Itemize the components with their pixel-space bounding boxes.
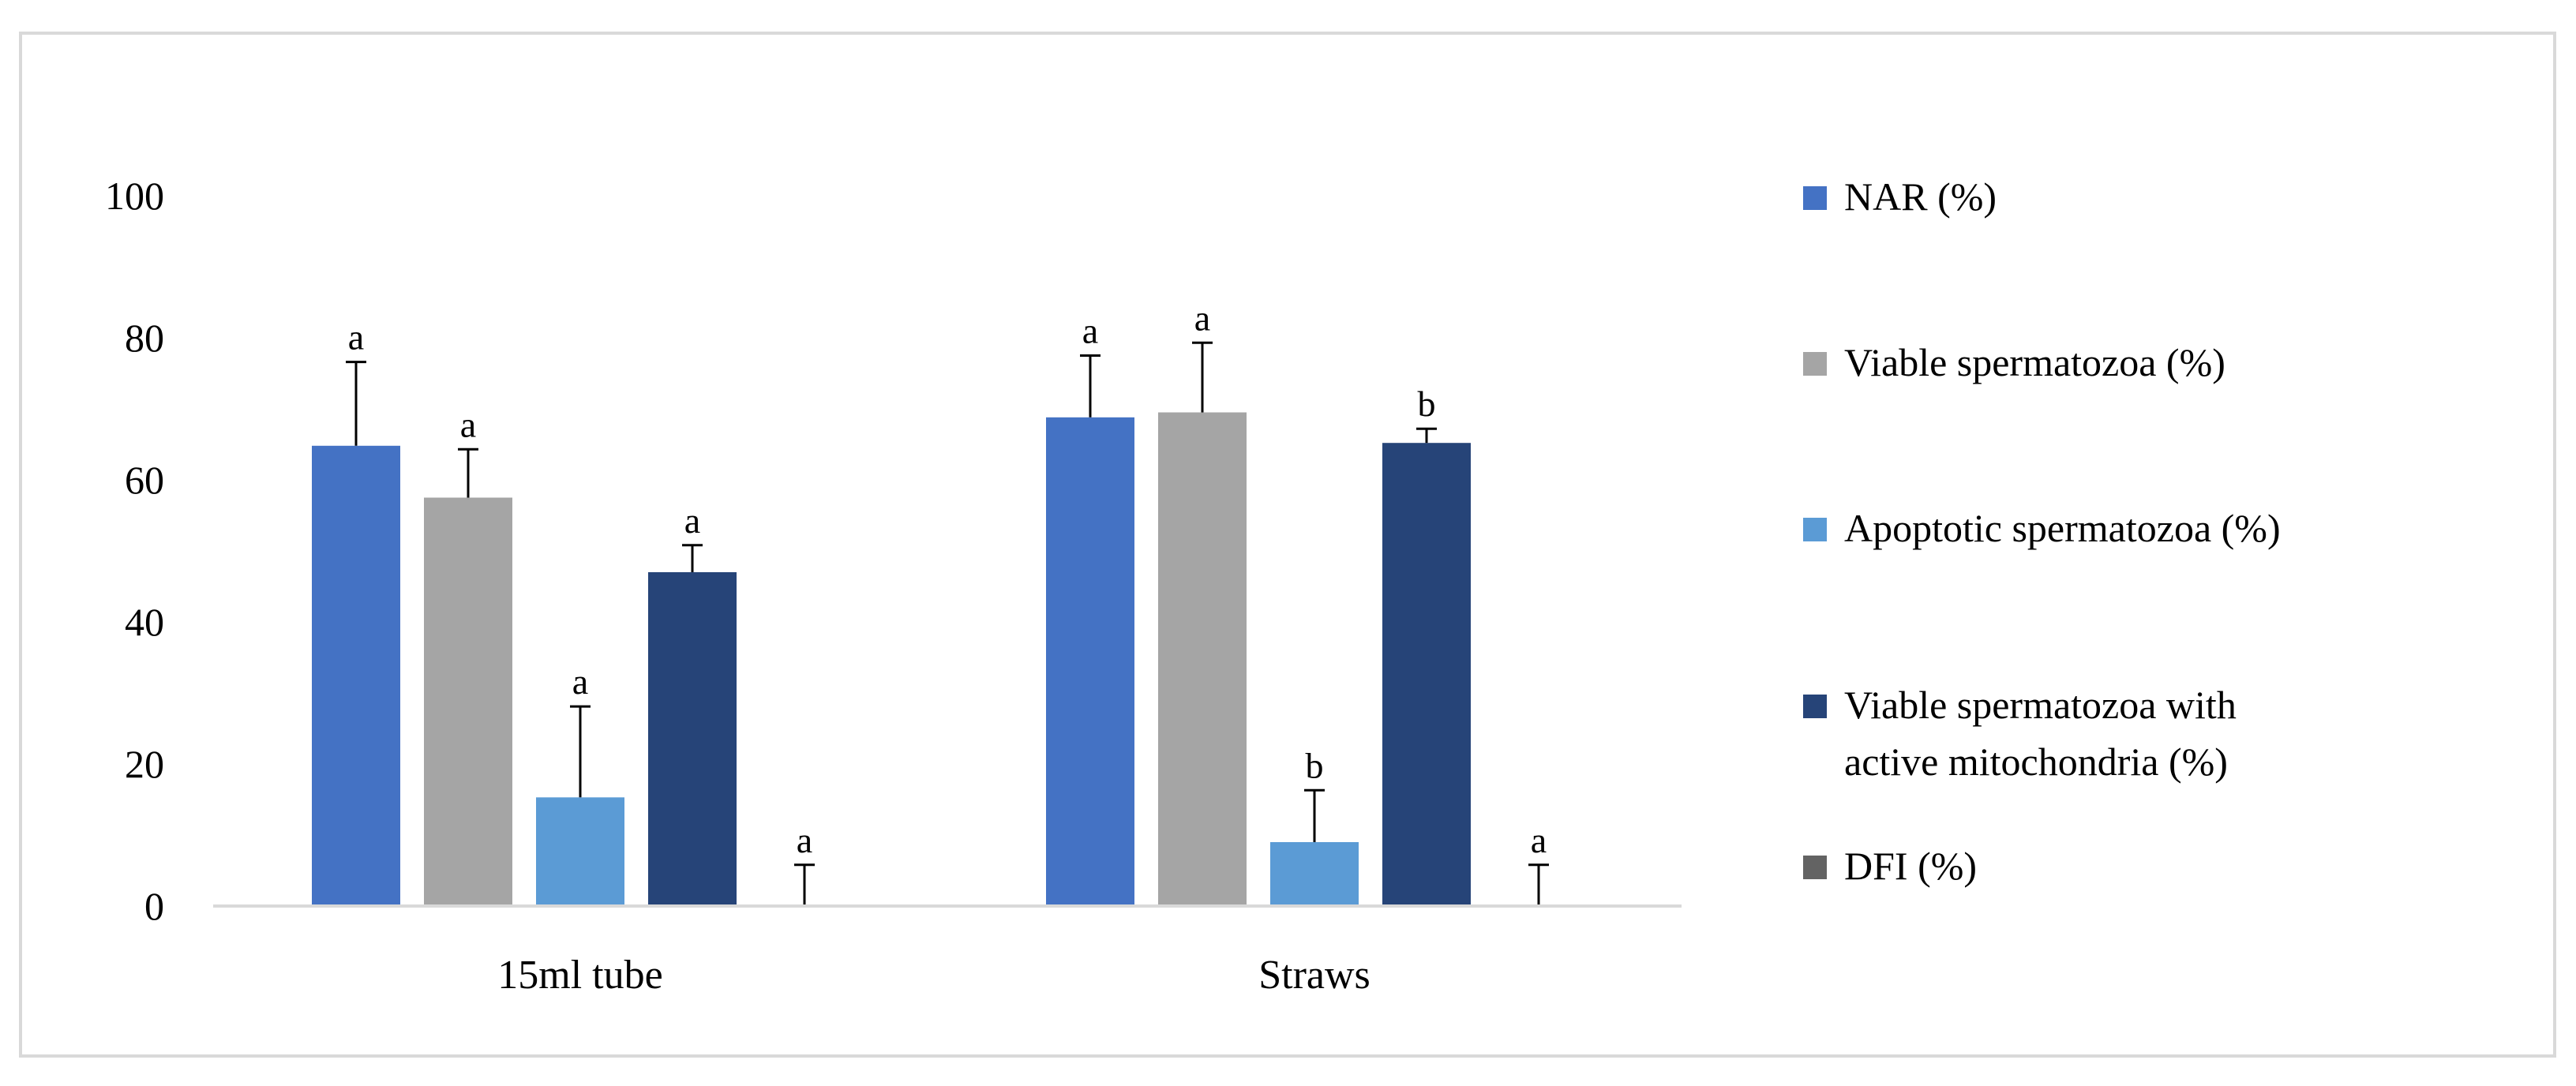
legend-label: active mitochondria (%) xyxy=(1844,740,2228,784)
significance-letter: a xyxy=(460,404,476,444)
legend-swatch xyxy=(1803,518,1827,541)
bar xyxy=(424,497,512,906)
x-axis: 15ml tube Straws xyxy=(497,953,1370,998)
legend-label: Viable spermatozoa with xyxy=(1844,683,2237,727)
bar xyxy=(648,572,737,906)
bars xyxy=(312,412,1471,906)
legend-label: Apoptotic spermatozoa (%) xyxy=(1844,506,2281,550)
bar xyxy=(1270,842,1359,906)
significance-letter: b xyxy=(1306,745,1324,785)
significance-letters: a a a a a a a b b a xyxy=(348,298,1547,860)
legend: NAR (%) Viable spermatozoa (%) Apoptotic s… xyxy=(1803,174,2281,888)
error-bars xyxy=(346,341,1549,906)
y-tick-label: 0 xyxy=(144,884,164,928)
significance-letter: a xyxy=(1082,311,1098,351)
legend-label: NAR (%) xyxy=(1844,174,1997,219)
bar xyxy=(536,797,624,906)
legend-swatch xyxy=(1803,186,1827,210)
bar xyxy=(1158,412,1247,906)
y-tick-label: 40 xyxy=(125,600,164,644)
significance-letter: a xyxy=(684,500,700,541)
y-axis: 0 20 40 60 80 100 xyxy=(105,174,164,928)
significance-letter: a xyxy=(1531,820,1547,860)
significance-letter: a xyxy=(348,317,364,358)
y-tick-label: 100 xyxy=(105,174,164,218)
x-tick-label: 15ml tube xyxy=(497,953,662,998)
significance-letter: a xyxy=(1194,298,1210,338)
significance-letter: a xyxy=(797,820,812,860)
bar xyxy=(312,445,400,906)
y-tick-label: 20 xyxy=(125,742,164,786)
significance-letter: a xyxy=(572,661,588,702)
legend-label: DFI (%) xyxy=(1844,844,1977,888)
legend-swatch xyxy=(1803,352,1827,376)
legend-swatch xyxy=(1803,695,1827,718)
x-tick-label: Straws xyxy=(1258,953,1370,998)
y-tick-label: 60 xyxy=(125,458,164,502)
significance-letter: b xyxy=(1418,384,1436,424)
legend-swatch xyxy=(1803,856,1827,879)
bar xyxy=(1382,443,1471,906)
legend-label: Viable spermatozoa (%) xyxy=(1844,340,2225,384)
y-tick-label: 80 xyxy=(125,316,164,360)
bar xyxy=(1046,417,1134,906)
